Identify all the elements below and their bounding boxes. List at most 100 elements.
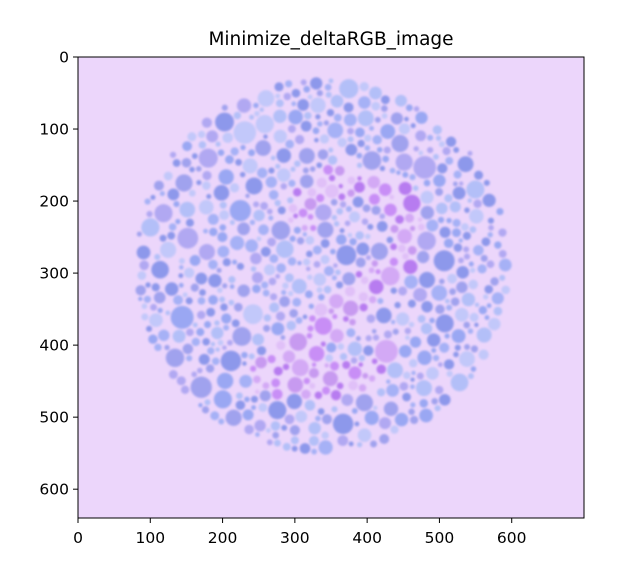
plate-dot xyxy=(493,306,503,316)
plate-dot xyxy=(287,290,294,297)
plate-dot xyxy=(381,105,388,112)
plate-dot xyxy=(149,313,163,328)
plate-dot xyxy=(198,141,207,149)
plate-dot xyxy=(299,174,314,189)
plate-dot xyxy=(182,141,193,152)
plate-dot xyxy=(432,125,442,135)
plate-dot xyxy=(376,307,392,324)
plate-dot xyxy=(301,389,311,400)
plate-dot xyxy=(307,188,317,197)
plate-dot xyxy=(359,303,368,312)
plate-dot xyxy=(250,365,257,372)
plate-dot xyxy=(276,340,286,350)
x-axis: 0 100 200 300 400 500 600 xyxy=(73,518,527,547)
plate-dot xyxy=(288,204,298,213)
plate-dot xyxy=(307,325,314,332)
plate-dot xyxy=(368,375,376,382)
plate-dot xyxy=(434,405,441,412)
plate-dot xyxy=(219,224,227,231)
plate-dot xyxy=(452,218,461,228)
y-tick-label: 600 xyxy=(39,481,69,499)
plate-dot xyxy=(274,199,281,207)
plate-dot xyxy=(355,257,366,268)
plate-dot xyxy=(376,221,388,232)
plate-dot xyxy=(268,167,275,174)
plate-dot xyxy=(357,428,372,442)
x-tick-label: 500 xyxy=(425,529,455,547)
plate-dot xyxy=(136,245,151,260)
x-tick-label: 200 xyxy=(208,529,238,547)
plate-dot xyxy=(409,336,422,348)
plate-dot xyxy=(143,295,152,303)
plate-dot xyxy=(413,106,420,112)
plate-dot xyxy=(483,179,490,186)
plate-dot xyxy=(443,359,455,370)
plate-dot xyxy=(435,135,442,141)
plate-dot xyxy=(437,163,448,174)
plate-dot xyxy=(263,314,272,322)
plate-dot xyxy=(386,379,391,384)
plate-dot xyxy=(494,241,502,249)
plate-dot xyxy=(306,332,313,339)
plate-dot xyxy=(236,262,245,271)
plate-dot xyxy=(468,279,479,290)
plate-dot xyxy=(381,113,388,119)
plate-dot xyxy=(484,315,490,321)
plate-dot xyxy=(413,287,428,302)
plate-dot xyxy=(453,243,463,252)
plate-dot xyxy=(287,377,304,393)
plate-dot xyxy=(154,343,162,352)
plate-dot xyxy=(233,111,242,120)
plate-dot xyxy=(243,304,263,325)
plate-dot xyxy=(490,277,499,286)
plate-dot xyxy=(444,298,450,304)
plate-dot xyxy=(146,325,153,332)
plate-dot xyxy=(480,254,488,262)
plate-dot xyxy=(390,287,397,294)
plate-dot xyxy=(276,240,294,258)
plate-dot xyxy=(242,409,254,421)
plate-dot xyxy=(211,326,224,340)
y-tick-label: 200 xyxy=(39,193,69,211)
plate-dot xyxy=(198,148,218,168)
plate-dot xyxy=(469,226,477,234)
plate-dot xyxy=(344,220,351,227)
plate-dot xyxy=(264,264,276,276)
plate-dot xyxy=(315,204,332,221)
plate-dot xyxy=(332,413,354,435)
plate-dot xyxy=(348,366,362,380)
plate-dot xyxy=(371,205,381,215)
plate-dot xyxy=(253,375,261,384)
plate-dot xyxy=(336,245,357,266)
plate-dot xyxy=(186,355,193,362)
plate-dot xyxy=(362,372,369,379)
plate-dot xyxy=(453,146,460,153)
plate-dot xyxy=(254,110,260,117)
plate-dot xyxy=(236,392,243,400)
plate-dot xyxy=(232,327,252,346)
plate-dot xyxy=(206,130,219,143)
plate-dot xyxy=(456,266,470,279)
plate-dot xyxy=(347,189,355,197)
plate-dot xyxy=(379,165,386,172)
plate-dot xyxy=(274,82,284,92)
plate-dot xyxy=(345,143,358,156)
plate-dot xyxy=(135,285,146,296)
plate-dot xyxy=(362,204,371,213)
plate-dot xyxy=(403,194,421,213)
plate-dot xyxy=(236,98,252,113)
plate-dot xyxy=(202,337,210,346)
plate-dot xyxy=(225,409,242,426)
plate-dot xyxy=(435,314,454,333)
plate-dot xyxy=(408,321,415,328)
plate-dot xyxy=(437,362,443,368)
plate-dot xyxy=(453,170,462,179)
plate-dot xyxy=(289,235,296,242)
plate-dot xyxy=(355,394,374,412)
plate-dot xyxy=(205,364,215,373)
plate-dot xyxy=(318,293,325,301)
plate-dot xyxy=(412,185,419,191)
plate-dot xyxy=(277,206,286,215)
plate-dot xyxy=(338,193,346,201)
plate-dot xyxy=(386,236,394,244)
